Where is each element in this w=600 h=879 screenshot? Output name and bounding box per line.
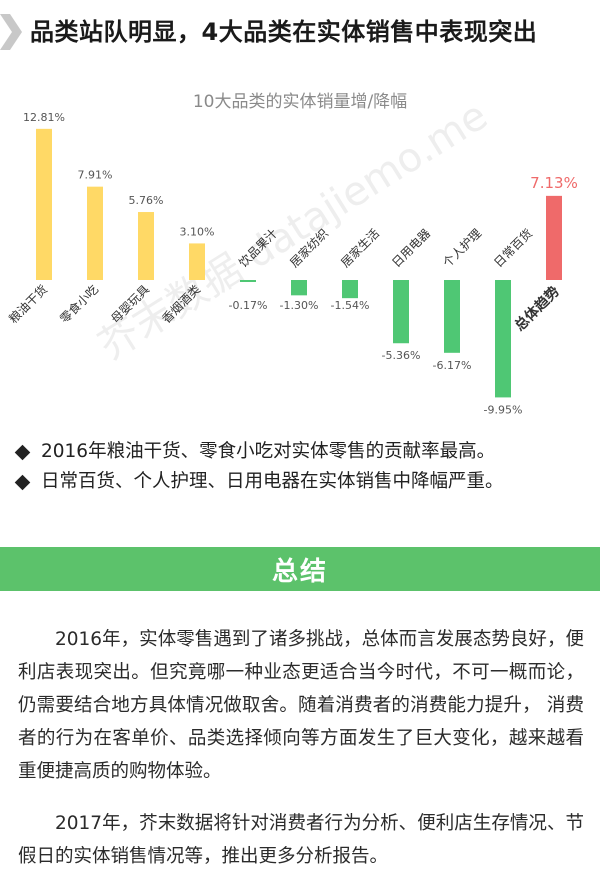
bar-母婴玩具: [138, 212, 154, 280]
bar-居家纺织: [291, 280, 307, 296]
bullet-text: 2016年粮油干货、零食小吃对实体零售的贡献率最高。: [41, 441, 496, 462]
value-label: -6.17%: [433, 359, 472, 372]
page-title: 品类站队明显，4大品类在实体销售中表现突出: [30, 18, 538, 46]
chevron-right-icon: [0, 14, 22, 50]
category-label: 居家生活: [338, 226, 383, 271]
value-label: -1.30%: [280, 299, 319, 312]
value-label: -9.95%: [484, 403, 523, 416]
bar-日用电器: [393, 280, 409, 344]
bar-粮油干货: [36, 128, 52, 280]
category-label: 总体趋势: [511, 283, 563, 335]
bullet-item: 2016年粮油干货、零食小吃对实体零售的贡献率最高。: [12, 437, 592, 467]
category-label: 零食小吃: [57, 282, 102, 327]
category-label: 日常百货: [491, 226, 536, 271]
value-label: 5.76%: [129, 194, 164, 207]
bar-chart: 芥末数据 datajiemo.me 10大品类的实体销量增/降幅 12.81%粮…: [6, 92, 578, 416]
summary-heading: 总结: [0, 547, 600, 591]
bullet-list: 2016年粮油干货、零食小吃对实体零售的贡献率最高。 日常百货、个人护理、日用电…: [12, 437, 592, 497]
bar-居家生活: [342, 280, 358, 299]
diamond-icon: [14, 444, 31, 460]
category-label: 日用电器: [389, 226, 433, 270]
bar-零食小吃: [87, 186, 103, 280]
bar-个人护理: [444, 280, 460, 353]
bullet-text: 日常百货、个人护理、日用电器在实体销售中降幅严重。: [41, 471, 504, 492]
bar-香烟酒类: [189, 243, 205, 280]
category-label: 个人护理: [440, 226, 484, 270]
bullet-item: 日常百货、个人护理、日用电器在实体销售中降幅严重。: [12, 467, 592, 497]
bar-日常百货: [495, 280, 511, 398]
summary-paragraph: 2016年，实体零售遇到了诸多挑战，总体而言发展态势良好，便利店表现突出。但究竟…: [18, 629, 584, 782]
value-label: 7.91%: [78, 169, 113, 182]
chart-title: 10大品类的实体销量增/降幅: [193, 92, 407, 112]
chart: 芥末数据 datajiemo.me 10大品类的实体销量增/降幅 12.81% 粮…: [0, 64, 600, 434]
value-label: 12.81%: [23, 111, 65, 124]
value-label: 3.10%: [180, 225, 215, 238]
value-label: -1.54%: [331, 299, 370, 312]
value-label: -0.17%: [229, 299, 268, 312]
diamond-icon: [14, 474, 31, 490]
summary-paragraph: 2017年，芥末数据将针对消费者行为分析、便利店生存情况、节假日的实体销售情况等…: [18, 813, 584, 867]
value-label: 7.13%: [530, 174, 578, 192]
header: 品类站队明显，4大品类在实体销售中表现突出: [0, 0, 600, 64]
category-label: 粮油干货: [6, 282, 51, 327]
bar-总体趋势: [546, 195, 562, 280]
bar-饮品果汁: [240, 280, 256, 283]
value-label: -5.36%: [382, 349, 421, 362]
